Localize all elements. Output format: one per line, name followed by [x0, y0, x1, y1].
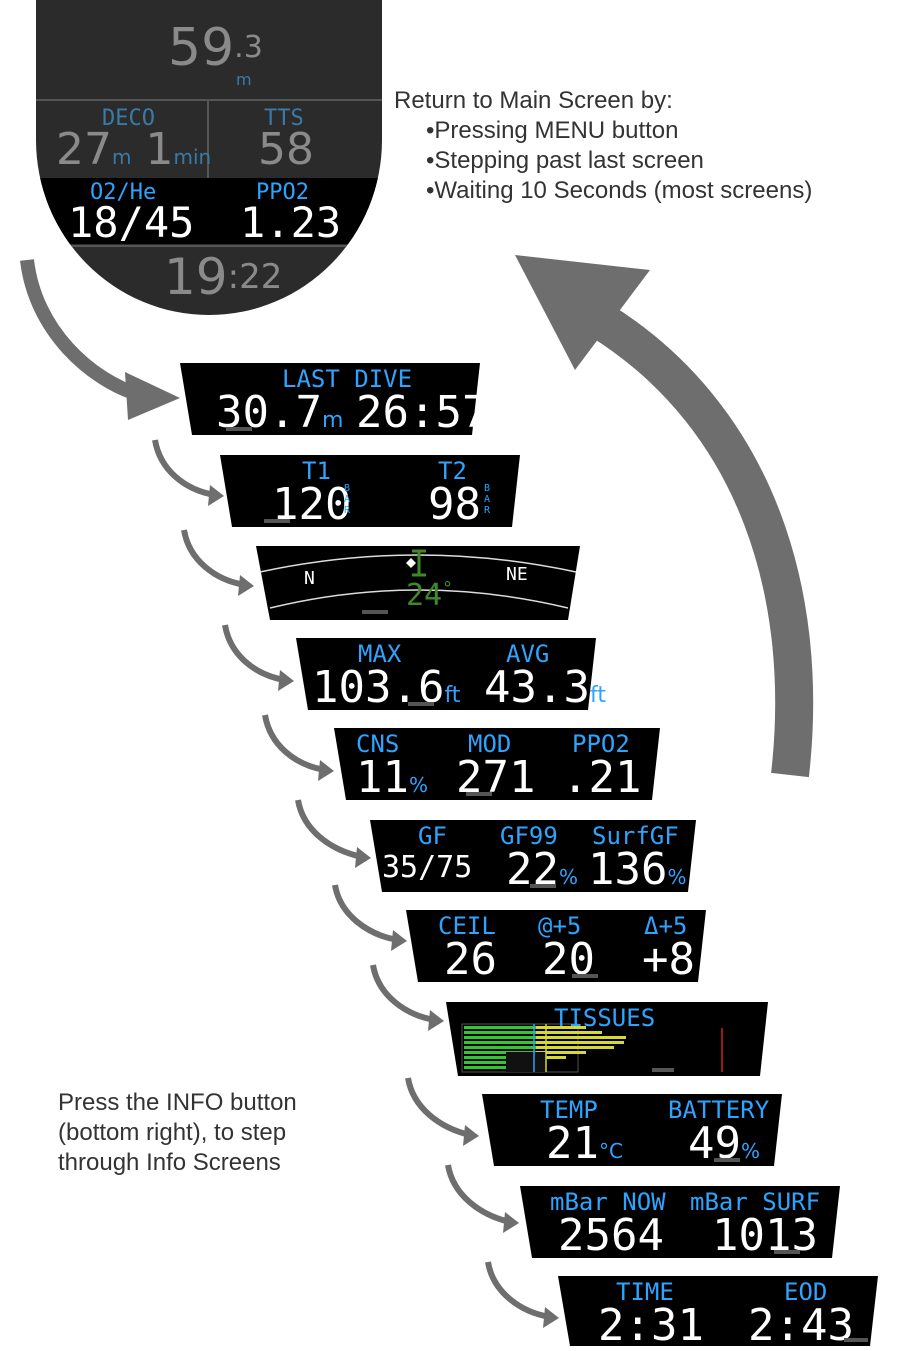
main-depth: 59.3 [168, 18, 263, 78]
ppo2-label: PPO2 [256, 180, 309, 205]
info-screen-gf: GF 35/75 GF99 22% SurfGF 136% [370, 820, 696, 895]
return-note-item: •Stepping past last screen [426, 147, 704, 174]
info-screen-ceiling: CEIL 26 @+5 20 Δ+5 +8 [406, 910, 706, 985]
tts-value: 58 [258, 124, 314, 175]
tts-label: TTS [264, 106, 304, 131]
temp-label: TEMP [540, 1096, 598, 1124]
mod-label: MOD [468, 730, 512, 758]
ppo2-info-label: PPO2 [572, 730, 630, 758]
t2-value: 98 [428, 479, 481, 530]
mbar-surf-value: 1013 [712, 1210, 818, 1261]
info-screen-compass: N NE 24° [256, 546, 580, 620]
info-note-line: (bottom right), to step [58, 1119, 287, 1146]
t1-label: T1 [302, 457, 331, 485]
eod-value: 2:43 [748, 1300, 854, 1351]
info-note-line: through Info Screens [58, 1149, 281, 1176]
info-note-line: Press the INFO button [58, 1089, 297, 1116]
tissues-label: TISSUES [554, 1004, 656, 1032]
main-depth-unit: m [236, 70, 252, 89]
info-screen-time: TIME 2:31 EOD 2:43 [558, 1276, 878, 1351]
ceil-label: CEIL [438, 912, 496, 940]
main-time: 19:22 [164, 248, 283, 306]
return-note: Return to Main Screen by: •Pressing MENU… [394, 86, 812, 206]
gf-value: 35/75 [382, 850, 473, 885]
return-arrow [589, 303, 814, 778]
temp-value: 21°C [546, 1118, 623, 1169]
d5-value: +8 [642, 934, 695, 985]
cns-value: 11% [356, 752, 428, 803]
return-note-title: Return to Main Screen by: [394, 87, 673, 114]
compass-heading: 24° [406, 578, 453, 613]
info-screen-cns: CNS 11% MOD 271 PPO2 .21 [334, 728, 660, 803]
max-label: MAX [358, 640, 402, 668]
return-note-item: •Pressing MENU button [426, 117, 679, 144]
at5-label: @+5 [538, 912, 582, 940]
main-screen: 59.3 m DECO 27m 1min TTS 58 O2/He 18/45 … [36, 0, 382, 320]
time-value: 2:31 [598, 1300, 704, 1351]
info-screen-last-dive: LAST DIVE 30.7m 26:57 [180, 363, 488, 438]
return-arrow-head [515, 255, 650, 370]
gas-label: O2/He [90, 180, 157, 205]
d5-label: Δ+5 [644, 912, 688, 940]
gas-value: 18/45 [68, 198, 195, 247]
max-value: 103.6ft [312, 662, 461, 713]
compass-right: NE [506, 564, 528, 585]
main-to-info-arrow [20, 259, 143, 402]
avg-label: AVG [506, 640, 550, 668]
info-screen-pressure: mBar NOW 2564 mBar SURF 1013 [520, 1186, 840, 1261]
gf-label: GF [418, 822, 447, 850]
t2-label: T2 [438, 457, 467, 485]
last-dive-time: 26:57 [356, 387, 489, 438]
return-note-item: •Waiting 10 Seconds (most screens) [426, 177, 813, 204]
deco-value: 27m 1min [56, 124, 212, 175]
last-dive-label: LAST DIVE [282, 365, 413, 393]
gf99-label: GF99 [500, 822, 558, 850]
tissue-bars [446, 1002, 768, 1076]
cns-label: CNS [356, 730, 400, 758]
info-note: Press the INFO button (bottom right), to… [58, 1088, 297, 1178]
mbar-now-value: 2564 [558, 1210, 664, 1261]
avg-value: 43.3ft [484, 662, 606, 713]
mbar-surf-label: mBar SURF [690, 1188, 821, 1216]
main-screen-dial [36, 0, 382, 315]
time-label: TIME [616, 1278, 674, 1306]
eod-label: EOD [784, 1278, 828, 1306]
compass-dial [256, 546, 580, 620]
surfgf-label: SurfGF [592, 822, 679, 850]
compass-left: N [304, 568, 315, 589]
ceil-value: 26 [444, 934, 497, 985]
info-screen-max-avg: MAX 103.6ft AVG 43.3ft [296, 638, 606, 713]
deco-label: DECO [102, 106, 155, 131]
battery-label: BATTERY [668, 1096, 770, 1124]
info-screen-temp: TEMP 21°C BATTERY 49% [482, 1094, 782, 1169]
ppo2-value: 1.23 [240, 198, 342, 247]
info-screen-tissues: TISSUES [446, 1002, 768, 1076]
ppo2-info-value: .21 [562, 752, 642, 803]
mbar-now-label: mBar NOW [550, 1188, 666, 1216]
surfgf-value: 136% [588, 844, 687, 895]
